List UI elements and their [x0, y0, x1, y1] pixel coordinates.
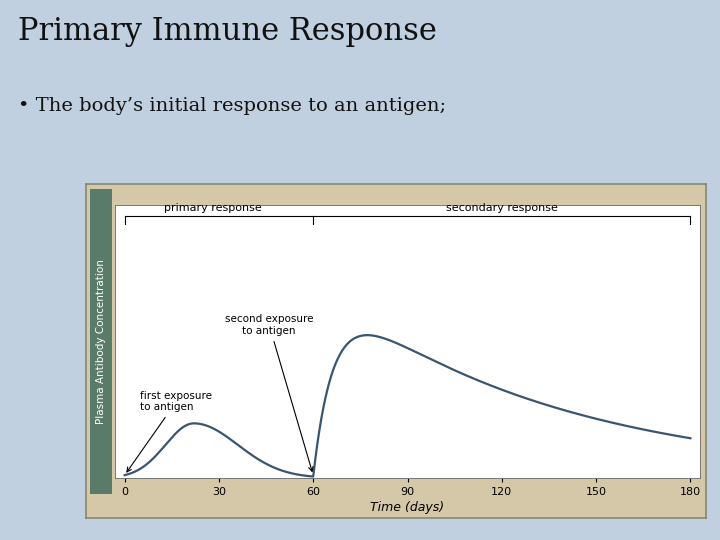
- X-axis label: Time (days): Time (days): [371, 501, 444, 514]
- Text: • The body’s initial response to an antigen;: • The body’s initial response to an anti…: [18, 97, 446, 115]
- Text: Plasma Antibody Concentration: Plasma Antibody Concentration: [96, 259, 106, 424]
- Text: second exposure
to antigen: second exposure to antigen: [225, 314, 313, 471]
- Text: secondary response: secondary response: [446, 204, 558, 213]
- Text: primary response: primary response: [163, 204, 261, 213]
- Text: Primary Immune Response: Primary Immune Response: [18, 16, 437, 47]
- Text: first exposure
to antigen: first exposure to antigen: [127, 391, 212, 472]
